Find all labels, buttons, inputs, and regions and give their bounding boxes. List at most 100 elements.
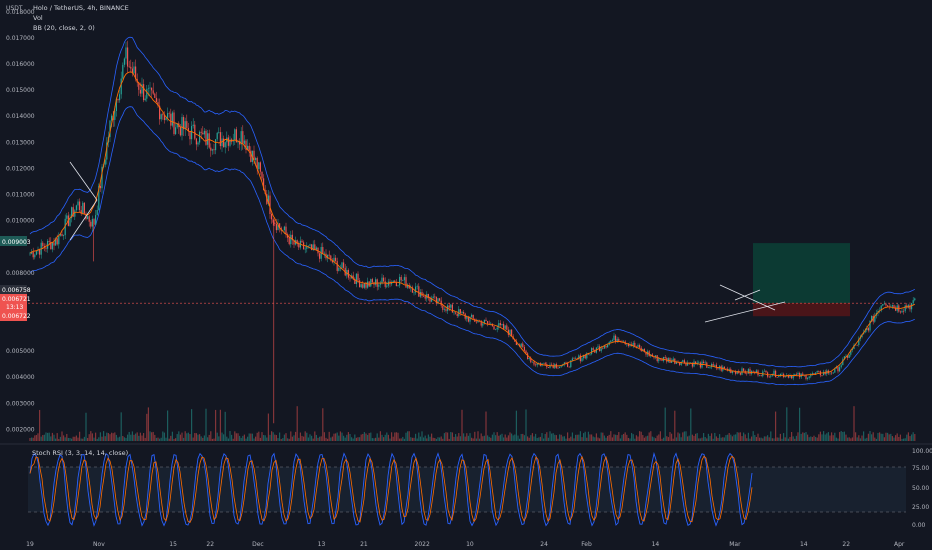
volume-bar — [128, 431, 130, 441]
volume-bar — [506, 437, 508, 441]
trend-line[interactable] — [719, 284, 776, 311]
candle-body — [263, 178, 265, 191]
bb-basis-badge-text: 0.009003 — [2, 239, 31, 246]
candle-body — [632, 342, 634, 347]
candle-body — [501, 323, 503, 326]
candle-body — [355, 273, 357, 284]
volume-bar — [539, 436, 541, 441]
target-zone[interactable] — [753, 243, 850, 304]
candle-body — [485, 319, 487, 322]
volume-bar — [304, 431, 306, 441]
candle-body — [93, 219, 95, 225]
volume-bar — [381, 434, 383, 441]
candle-body — [904, 305, 906, 312]
volume-bar — [288, 438, 290, 441]
volume-bar — [754, 435, 756, 441]
candle-body — [64, 218, 66, 236]
candle-body — [127, 47, 129, 67]
volume-bar — [195, 433, 197, 441]
candle-body — [291, 234, 293, 241]
volume-bar — [365, 433, 367, 441]
volume-bar — [37, 433, 39, 441]
symbol-title[interactable]: Holo / TetherUS, 4h, BINANCE — [33, 4, 129, 12]
volume-bar — [135, 433, 137, 441]
volume-bar — [648, 432, 650, 441]
rsi-legend[interactable]: Stoch RSI (3, 3, 14, 14, close) — [32, 449, 128, 457]
volume-bar — [437, 437, 439, 441]
candle-body — [55, 238, 57, 246]
candle-body — [202, 132, 204, 135]
volume-bar — [720, 437, 722, 441]
candle-body — [199, 131, 201, 143]
price-tick-label: 0.010000 — [6, 218, 35, 225]
time-tick-label: Nov — [93, 541, 105, 548]
candle-body — [623, 341, 625, 343]
volume-bar — [319, 436, 321, 441]
candle-body — [597, 346, 599, 348]
candle-body — [455, 312, 457, 314]
volume-bar — [776, 437, 778, 441]
volume-bar — [354, 434, 356, 441]
volume-bar — [378, 437, 380, 441]
volume-bar — [613, 434, 615, 441]
candle-body — [301, 240, 303, 243]
volume-bar — [419, 436, 421, 441]
drawings-layer[interactable] — [69, 161, 786, 323]
trend-line[interactable] — [734, 289, 761, 301]
volume-bar — [224, 411, 226, 441]
volume-bar — [807, 434, 809, 441]
volume-bar — [287, 438, 289, 441]
trend-line[interactable] — [69, 161, 98, 201]
candle-body — [586, 353, 588, 359]
volume-bar — [802, 432, 804, 441]
volume-bar — [176, 434, 178, 441]
stop-zone[interactable] — [753, 303, 850, 317]
volume-bar — [149, 431, 151, 441]
candle-body — [533, 361, 535, 365]
volume-bar — [103, 431, 105, 441]
volume-bar — [391, 432, 393, 441]
candle-body — [599, 346, 601, 352]
volume-bar — [655, 438, 657, 441]
volume-bar — [698, 438, 700, 441]
candle-body — [874, 315, 876, 322]
candle-body — [435, 296, 437, 304]
volume-bar — [760, 437, 762, 441]
volume-bar — [426, 438, 428, 441]
volume-bar — [599, 438, 601, 441]
volume-bar — [367, 434, 369, 441]
volume-bar — [493, 432, 495, 441]
candle-body — [210, 147, 212, 151]
time-tick-label: 15 — [169, 541, 177, 548]
candle-body — [634, 342, 636, 347]
volume-bar — [312, 438, 314, 441]
candle-body — [887, 305, 889, 307]
candle-body — [591, 348, 593, 354]
candle-body — [509, 329, 511, 335]
candle-body — [79, 201, 81, 211]
volume-bar — [687, 436, 689, 441]
time-tick-label: 24 — [540, 541, 548, 548]
candle-body — [578, 355, 580, 359]
candle-body — [837, 366, 839, 372]
price-tick-label: 0.011000 — [6, 192, 35, 199]
candle-body — [821, 375, 823, 376]
candle-body — [229, 139, 231, 146]
trend-line[interactable] — [704, 301, 786, 323]
price-tick-label: 0.003000 — [6, 400, 35, 407]
candle-body — [365, 282, 367, 288]
bb-legend[interactable]: BB (20, close, 2, 0) — [33, 24, 95, 32]
volume-legend[interactable]: Vol — [33, 14, 43, 22]
volume-bar — [880, 433, 882, 441]
candle-body — [611, 340, 613, 341]
candle-body — [99, 185, 101, 189]
volume-bar — [187, 432, 189, 441]
trend-line[interactable] — [69, 199, 98, 241]
volume-bar — [899, 434, 901, 441]
candle-body — [386, 285, 388, 287]
chart-legend: USDT Holo / TetherUS, 4h, BINANCE Vol BB… — [6, 4, 129, 32]
candle-body — [482, 323, 484, 326]
volume-bar — [157, 437, 159, 441]
candle-body — [714, 364, 716, 366]
